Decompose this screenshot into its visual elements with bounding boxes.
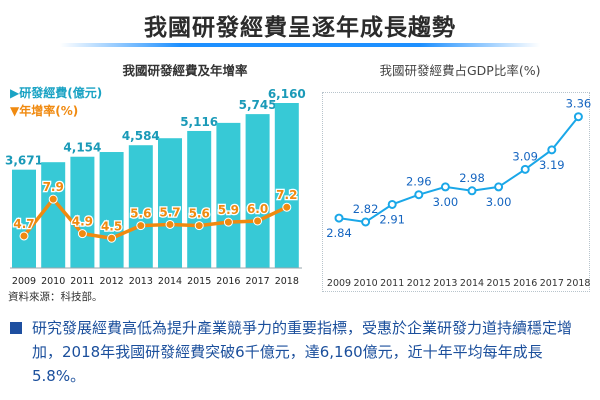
x-tick-label-right-2016: 2016 bbox=[513, 278, 537, 289]
growth-point-2010 bbox=[48, 194, 58, 204]
gdp-point-2016 bbox=[520, 164, 530, 174]
x-tick-label-right-2013: 2013 bbox=[433, 278, 457, 289]
growth-value-label-2013: 5.6 bbox=[130, 207, 151, 221]
bar-2018 bbox=[274, 103, 299, 268]
legend-spend-label: 研發經費(億元) bbox=[19, 86, 103, 100]
right-chart-title: 我國研發經費占GDP比率(%) bbox=[379, 63, 541, 78]
growth-point-2012 bbox=[107, 233, 117, 243]
bar-2013 bbox=[128, 145, 153, 268]
bar-2011 bbox=[70, 156, 95, 268]
growth-point-2015 bbox=[194, 221, 204, 231]
bar-2010 bbox=[41, 162, 66, 268]
gdp-point-2014 bbox=[467, 186, 477, 196]
footnote: 研究發展經費高低為提升產業競爭力的重要指標，受惠於企業研發力道持續穩定增加，20… bbox=[10, 316, 595, 388]
x-tick-label-2016: 2016 bbox=[216, 276, 240, 287]
x-tick-label-right-2012: 2012 bbox=[407, 278, 431, 289]
growth-point-2016 bbox=[223, 217, 233, 227]
gdp-value-label-2012: 2.96 bbox=[406, 175, 432, 189]
growth-point-2011 bbox=[77, 229, 87, 239]
left-chart-title: 我國研發經費及年增率 bbox=[122, 63, 248, 78]
x-tick-label-2014: 2014 bbox=[158, 276, 182, 287]
footnote-text: 研究發展經費高低為提升產業競爭力的重要指標，受惠於企業研發力道持續穩定增加，20… bbox=[32, 319, 573, 385]
growth-point-2013 bbox=[136, 221, 146, 231]
page-title: 我國研發經費呈逐年成長趨勢 bbox=[144, 15, 456, 41]
x-tick-label-right-2011: 2011 bbox=[380, 278, 404, 289]
gdp-value-label-2015: 3.00 bbox=[486, 195, 512, 209]
bar-value-label-2017: 5,745 bbox=[239, 98, 277, 112]
growth-point-2014 bbox=[165, 219, 175, 229]
bar-value-label-2018: 6,160 bbox=[268, 87, 306, 101]
legend-growth: ▼年增率(%) bbox=[10, 104, 79, 118]
x-tick-label-right-2010: 2010 bbox=[354, 278, 378, 289]
source-note: 資料來源：科技部。 bbox=[8, 291, 103, 303]
bar-2009 bbox=[12, 169, 36, 268]
bar-value-label-2013: 4,584 bbox=[122, 129, 160, 143]
legend-growth-label: 年增率(%) bbox=[19, 104, 79, 118]
x-tick-label-2012: 2012 bbox=[100, 276, 124, 287]
x-tick-label-2011: 2011 bbox=[70, 276, 94, 287]
gdp-point-2018 bbox=[573, 112, 583, 122]
bar-2017 bbox=[245, 114, 270, 268]
bar-2012 bbox=[99, 152, 124, 268]
gdp-value-label-2013: 3.00 bbox=[433, 195, 459, 209]
growth-value-label-2010: 7.9 bbox=[43, 180, 64, 194]
gdp-point-2015 bbox=[494, 182, 504, 192]
gdp-value-label-2011: 2.91 bbox=[379, 212, 405, 226]
x-tick-label-right-2017: 2017 bbox=[540, 278, 564, 289]
bar-2016 bbox=[216, 122, 241, 268]
bar-value-label-2011: 4,154 bbox=[63, 141, 101, 155]
x-tick-label-2010: 2010 bbox=[41, 276, 65, 287]
bar-value-label-2009: 3,671 bbox=[5, 154, 43, 168]
x-tick-label-right-2015: 2015 bbox=[487, 278, 511, 289]
growth-value-label-2016: 5.9 bbox=[218, 203, 239, 217]
growth-point-2018 bbox=[282, 202, 292, 212]
x-tick-label-right-2018: 2018 bbox=[566, 278, 590, 289]
x-tick-label-right-2009: 2009 bbox=[327, 278, 351, 289]
gdp-value-label-2014: 2.98 bbox=[459, 171, 485, 185]
gdp-point-2011 bbox=[387, 199, 397, 209]
x-tick-label-2013: 2013 bbox=[129, 276, 153, 287]
growth-value-label-2017: 6.0 bbox=[247, 202, 268, 216]
legend-spend: ▶研發經費(億元) bbox=[10, 86, 103, 100]
growth-point-2017 bbox=[253, 216, 263, 226]
gdp-value-label-2010: 2.82 bbox=[353, 202, 379, 216]
gdp-point-2017 bbox=[547, 145, 557, 155]
x-tick-label-right-2014: 2014 bbox=[460, 278, 484, 289]
gdp-ratio-line bbox=[338, 116, 580, 224]
x-tick-label-2015: 2015 bbox=[187, 276, 211, 287]
gdp-point-2012 bbox=[414, 190, 424, 200]
bar-value-label-2015: 5,116 bbox=[180, 115, 218, 129]
growth-value-label-2018: 7.2 bbox=[276, 188, 297, 202]
gdp-point-2009 bbox=[334, 213, 344, 223]
growth-value-label-2011: 4.9 bbox=[72, 215, 93, 229]
gdp-point-2010 bbox=[361, 217, 371, 227]
gdp-point-2013 bbox=[440, 182, 450, 192]
x-tick-label-2017: 2017 bbox=[246, 276, 270, 287]
bar-2014 bbox=[158, 138, 182, 268]
growth-rate-line bbox=[22, 197, 288, 240]
growth-value-label-2009: 4.7 bbox=[13, 217, 34, 231]
square-bullet-icon bbox=[10, 322, 22, 334]
gdp-ratio-panel bbox=[322, 92, 590, 292]
growth-point-2009 bbox=[19, 231, 29, 241]
growth-value-label-2014: 5.7 bbox=[159, 205, 180, 219]
gdp-value-label-2016: 3.09 bbox=[512, 149, 538, 163]
growth-value-label-2015: 5.6 bbox=[189, 207, 210, 221]
gdp-value-label-2009: 2.84 bbox=[326, 226, 352, 240]
title-underline bbox=[60, 43, 540, 47]
x-tick-label-2009: 2009 bbox=[12, 276, 36, 287]
bar-2015 bbox=[187, 130, 212, 268]
gdp-value-label-2018: 3.36 bbox=[566, 97, 592, 111]
gdp-value-label-2017: 3.19 bbox=[539, 158, 565, 172]
growth-value-label-2012: 4.5 bbox=[101, 219, 122, 233]
x-tick-label-2018: 2018 bbox=[275, 276, 299, 287]
